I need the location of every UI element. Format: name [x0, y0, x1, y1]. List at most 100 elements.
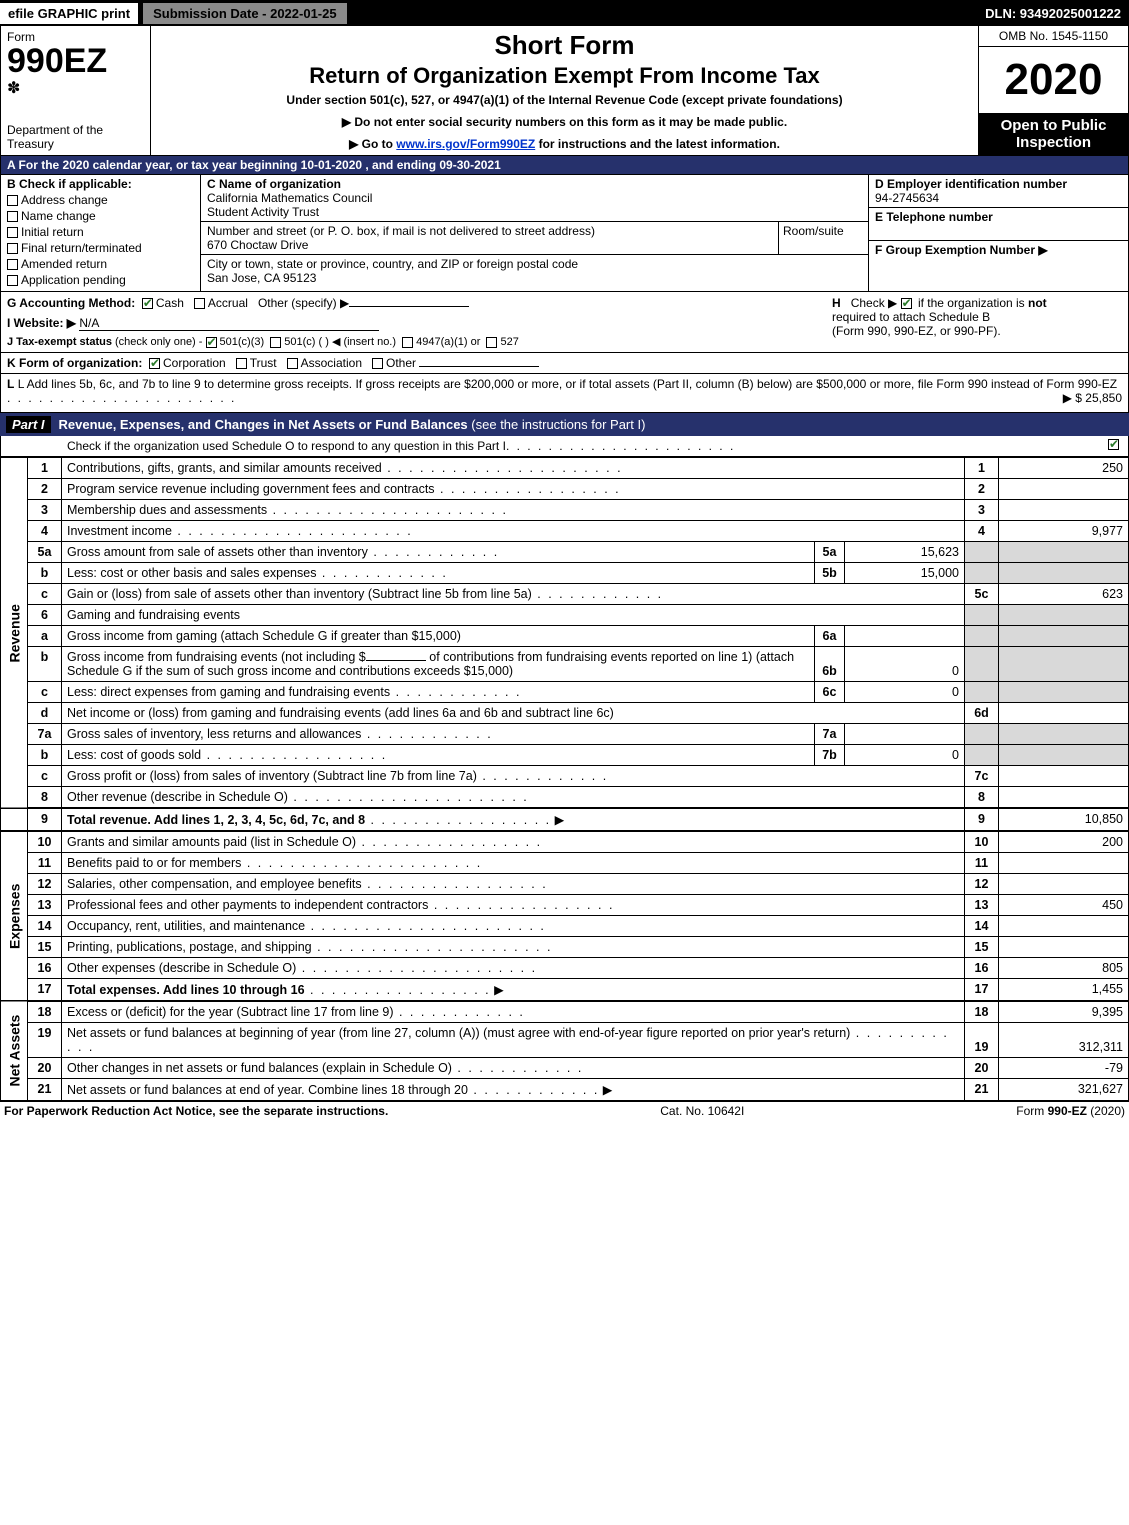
- line-6a-amount: [845, 626, 965, 647]
- j-501c3-checkbox[interactable]: [206, 337, 217, 348]
- dln: DLN: 93492025001222: [977, 3, 1129, 24]
- line-19-amount: 312,311: [999, 1023, 1129, 1058]
- line-4-amount: 9,977: [999, 521, 1129, 542]
- line-6d-amount: [999, 703, 1129, 724]
- i-label: I Website: ▶: [7, 316, 76, 330]
- l-amount: ▶ $ 25,850: [1063, 391, 1122, 405]
- form-header: Form 990EZ ✽ Department of the Treasury …: [0, 26, 1129, 156]
- department: Department of the Treasury: [7, 123, 144, 151]
- d-label: D Employer identification number: [875, 177, 1122, 191]
- page-footer: For Paperwork Reduction Act Notice, see …: [0, 1101, 1129, 1120]
- header-left: Form 990EZ ✽ Department of the Treasury: [1, 26, 151, 155]
- b-application-pending[interactable]: Application pending: [7, 273, 194, 287]
- street: 670 Choctaw Drive: [207, 238, 774, 252]
- line-5b-amount: 15,000: [845, 563, 965, 584]
- l-text: L L Add lines 5b, 6c, and 7b to line 9 t…: [7, 377, 1117, 391]
- omb-number: OMB No. 1545-1150: [979, 26, 1128, 47]
- submission-date: Submission Date - 2022-01-25: [142, 2, 348, 25]
- goto-line: ▶ Go to www.irs.gov/Form990EZ for instru…: [159, 137, 970, 151]
- ein: 94-2745634: [875, 191, 1122, 205]
- e-label: E Telephone number: [875, 210, 1122, 224]
- j-label: J Tax-exempt status: [7, 336, 112, 348]
- line-11-amount: [999, 853, 1129, 874]
- line-18-amount: 9,395: [999, 1001, 1129, 1023]
- part-i-schedule-o-checkbox[interactable]: [1108, 439, 1119, 450]
- part-i-header: Part I Revenue, Expenses, and Changes in…: [0, 413, 1129, 436]
- section-bcdef: B Check if applicable: Address change Na…: [0, 175, 1129, 292]
- row-a-tax-year: A For the 2020 calendar year, or tax yea…: [0, 156, 1129, 175]
- h-checkbox[interactable]: [901, 298, 912, 309]
- k-assoc-checkbox[interactable]: [287, 358, 298, 369]
- website-value: N/A: [79, 316, 379, 331]
- city-label: City or town, state or province, country…: [207, 257, 862, 271]
- street-label: Number and street (or P. O. box, if mail…: [207, 224, 774, 238]
- b-label: B Check if applicable:: [7, 177, 194, 191]
- part-i-table: Revenue 1 Contributions, gifts, grants, …: [0, 457, 1129, 1101]
- return-title: Return of Organization Exempt From Incom…: [159, 63, 970, 89]
- line-17-amount: 1,455: [999, 979, 1129, 1002]
- part-i-label: Part I: [6, 416, 51, 433]
- short-form-title: Short Form: [159, 30, 970, 61]
- line-6b-amount: 0: [845, 647, 965, 682]
- section-ghijkl: H Check ▶ if the organization is not req…: [0, 292, 1129, 413]
- org-name-2: Student Activity Trust: [207, 205, 862, 219]
- line-21-amount: 321,627: [999, 1079, 1129, 1101]
- g-accrual-checkbox[interactable]: [194, 298, 205, 309]
- line-14-amount: [999, 916, 1129, 937]
- line-16-amount: 805: [999, 958, 1129, 979]
- k-label: K Form of organization:: [7, 356, 142, 370]
- goto-pre: ▶ Go to: [349, 137, 396, 151]
- line-10-amount: 200: [999, 831, 1129, 853]
- line-7b-amount: 0: [845, 745, 965, 766]
- footer-left: For Paperwork Reduction Act Notice, see …: [4, 1104, 388, 1118]
- col-def: D Employer identification number 94-2745…: [868, 175, 1128, 291]
- open-public: Open to Public Inspection: [979, 113, 1128, 155]
- footer-right: Form 990-EZ (2020): [1016, 1104, 1125, 1118]
- tax-year: 2020: [979, 47, 1128, 113]
- b-address-change[interactable]: Address change: [7, 193, 194, 207]
- line-15-amount: [999, 937, 1129, 958]
- j-527-checkbox[interactable]: [486, 337, 497, 348]
- line-9-amount: 10,850: [999, 808, 1129, 831]
- line-7a-amount: [845, 724, 965, 745]
- city: San Jose, CA 95123: [207, 271, 862, 285]
- line-20-amount: -79: [999, 1058, 1129, 1079]
- col-c: C Name of organization California Mathem…: [201, 175, 868, 291]
- expenses-vlabel: Expenses: [1, 831, 28, 1001]
- k-other-checkbox[interactable]: [372, 358, 383, 369]
- b-initial-return[interactable]: Initial return: [7, 225, 194, 239]
- b-final-return[interactable]: Final return/terminated: [7, 241, 194, 255]
- g-label: G Accounting Method:: [7, 296, 135, 310]
- k-trust-checkbox[interactable]: [236, 358, 247, 369]
- j-501c-checkbox[interactable]: [270, 337, 281, 348]
- header-right: OMB No. 1545-1150 2020 Open to Public In…: [978, 26, 1128, 155]
- line-1-amount: 250: [999, 458, 1129, 479]
- line-5c-amount: 623: [999, 584, 1129, 605]
- line-12-amount: [999, 874, 1129, 895]
- under-section: Under section 501(c), 527, or 4947(a)(1)…: [159, 93, 970, 107]
- form-number: 990EZ: [7, 44, 144, 78]
- line-13-amount: 450: [999, 895, 1129, 916]
- footer-mid: Cat. No. 10642I: [388, 1104, 1016, 1118]
- header-center: Short Form Return of Organization Exempt…: [151, 26, 978, 155]
- no-ssn-line: ▶ Do not enter social security numbers o…: [159, 115, 970, 129]
- line-3-amount: [999, 500, 1129, 521]
- top-bar: efile GRAPHIC print Submission Date - 20…: [0, 0, 1129, 26]
- line-2-amount: [999, 479, 1129, 500]
- j-4947-checkbox[interactable]: [402, 337, 413, 348]
- k-corp-checkbox[interactable]: [149, 358, 160, 369]
- h-box: H Check ▶ if the organization is not req…: [832, 296, 1122, 338]
- room-suite-label: Room/suite: [778, 222, 868, 254]
- revenue-vlabel: Revenue: [1, 458, 28, 809]
- f-label: F Group Exemption Number ▶: [875, 243, 1122, 257]
- b-amended-return[interactable]: Amended return: [7, 257, 194, 271]
- b-name-change[interactable]: Name change: [7, 209, 194, 223]
- org-name-1: California Mathematics Council: [207, 191, 862, 205]
- line-5a-amount: 15,623: [845, 542, 965, 563]
- line-8-amount: [999, 787, 1129, 809]
- goto-link[interactable]: www.irs.gov/Form990EZ: [396, 137, 535, 151]
- g-cash-checkbox[interactable]: [142, 298, 153, 309]
- efile-label[interactable]: efile GRAPHIC print: [0, 3, 138, 24]
- line-6c-amount: 0: [845, 682, 965, 703]
- netassets-vlabel: Net Assets: [1, 1001, 28, 1101]
